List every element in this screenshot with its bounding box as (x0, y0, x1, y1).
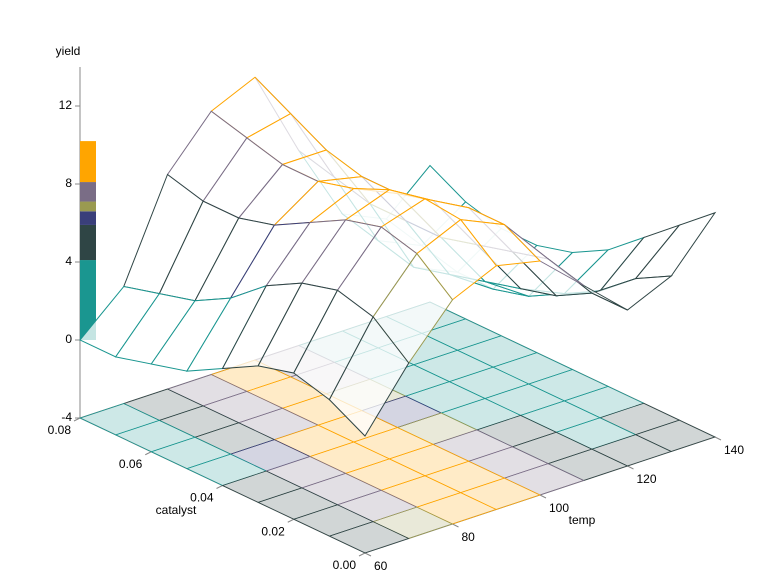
y-tick-label: 0.02 (261, 524, 285, 538)
color-legend-segment (80, 201, 96, 212)
x-tick (539, 494, 547, 499)
z-tick-label: 8 (65, 176, 72, 190)
z-tick-label: 4 (65, 254, 72, 268)
surface-cell (328, 315, 410, 437)
x-tick-label: 120 (637, 472, 657, 486)
y-tick (216, 485, 223, 489)
z-tick-label: 0 (65, 332, 72, 346)
x-tick-label: 140 (724, 443, 744, 457)
y-tick (358, 552, 366, 557)
x-tick-label: 60 (374, 559, 388, 573)
color-legend-segment (80, 224, 96, 261)
y-tick-label: 0.00 (333, 558, 357, 572)
z-tick-label: 12 (59, 98, 73, 112)
color-legend-segment (80, 141, 96, 183)
y-tick-label: 0.08 (48, 423, 72, 437)
x-tick (452, 523, 459, 528)
color-legend-segment (80, 260, 96, 340)
y-tick-label: 0.06 (119, 457, 143, 471)
x-axis-title: temp (569, 513, 596, 527)
y-tick (287, 518, 294, 523)
x-tick (714, 436, 722, 441)
z-axis-title: yield (56, 44, 81, 58)
x-tick-label: 80 (462, 530, 476, 544)
z-tick-label: -4 (61, 410, 72, 424)
x-tick (627, 465, 634, 470)
y-tick-label: 0.04 (190, 491, 214, 505)
x-tick-label: 100 (549, 501, 569, 515)
y-tick (73, 417, 81, 422)
color-legend-segment (80, 182, 96, 202)
color-legend-segment (80, 211, 96, 225)
floor-contour-cell (328, 521, 410, 554)
x-tick (364, 552, 372, 557)
y-axis-title: catalyst (156, 503, 197, 517)
y-tick (145, 451, 152, 456)
